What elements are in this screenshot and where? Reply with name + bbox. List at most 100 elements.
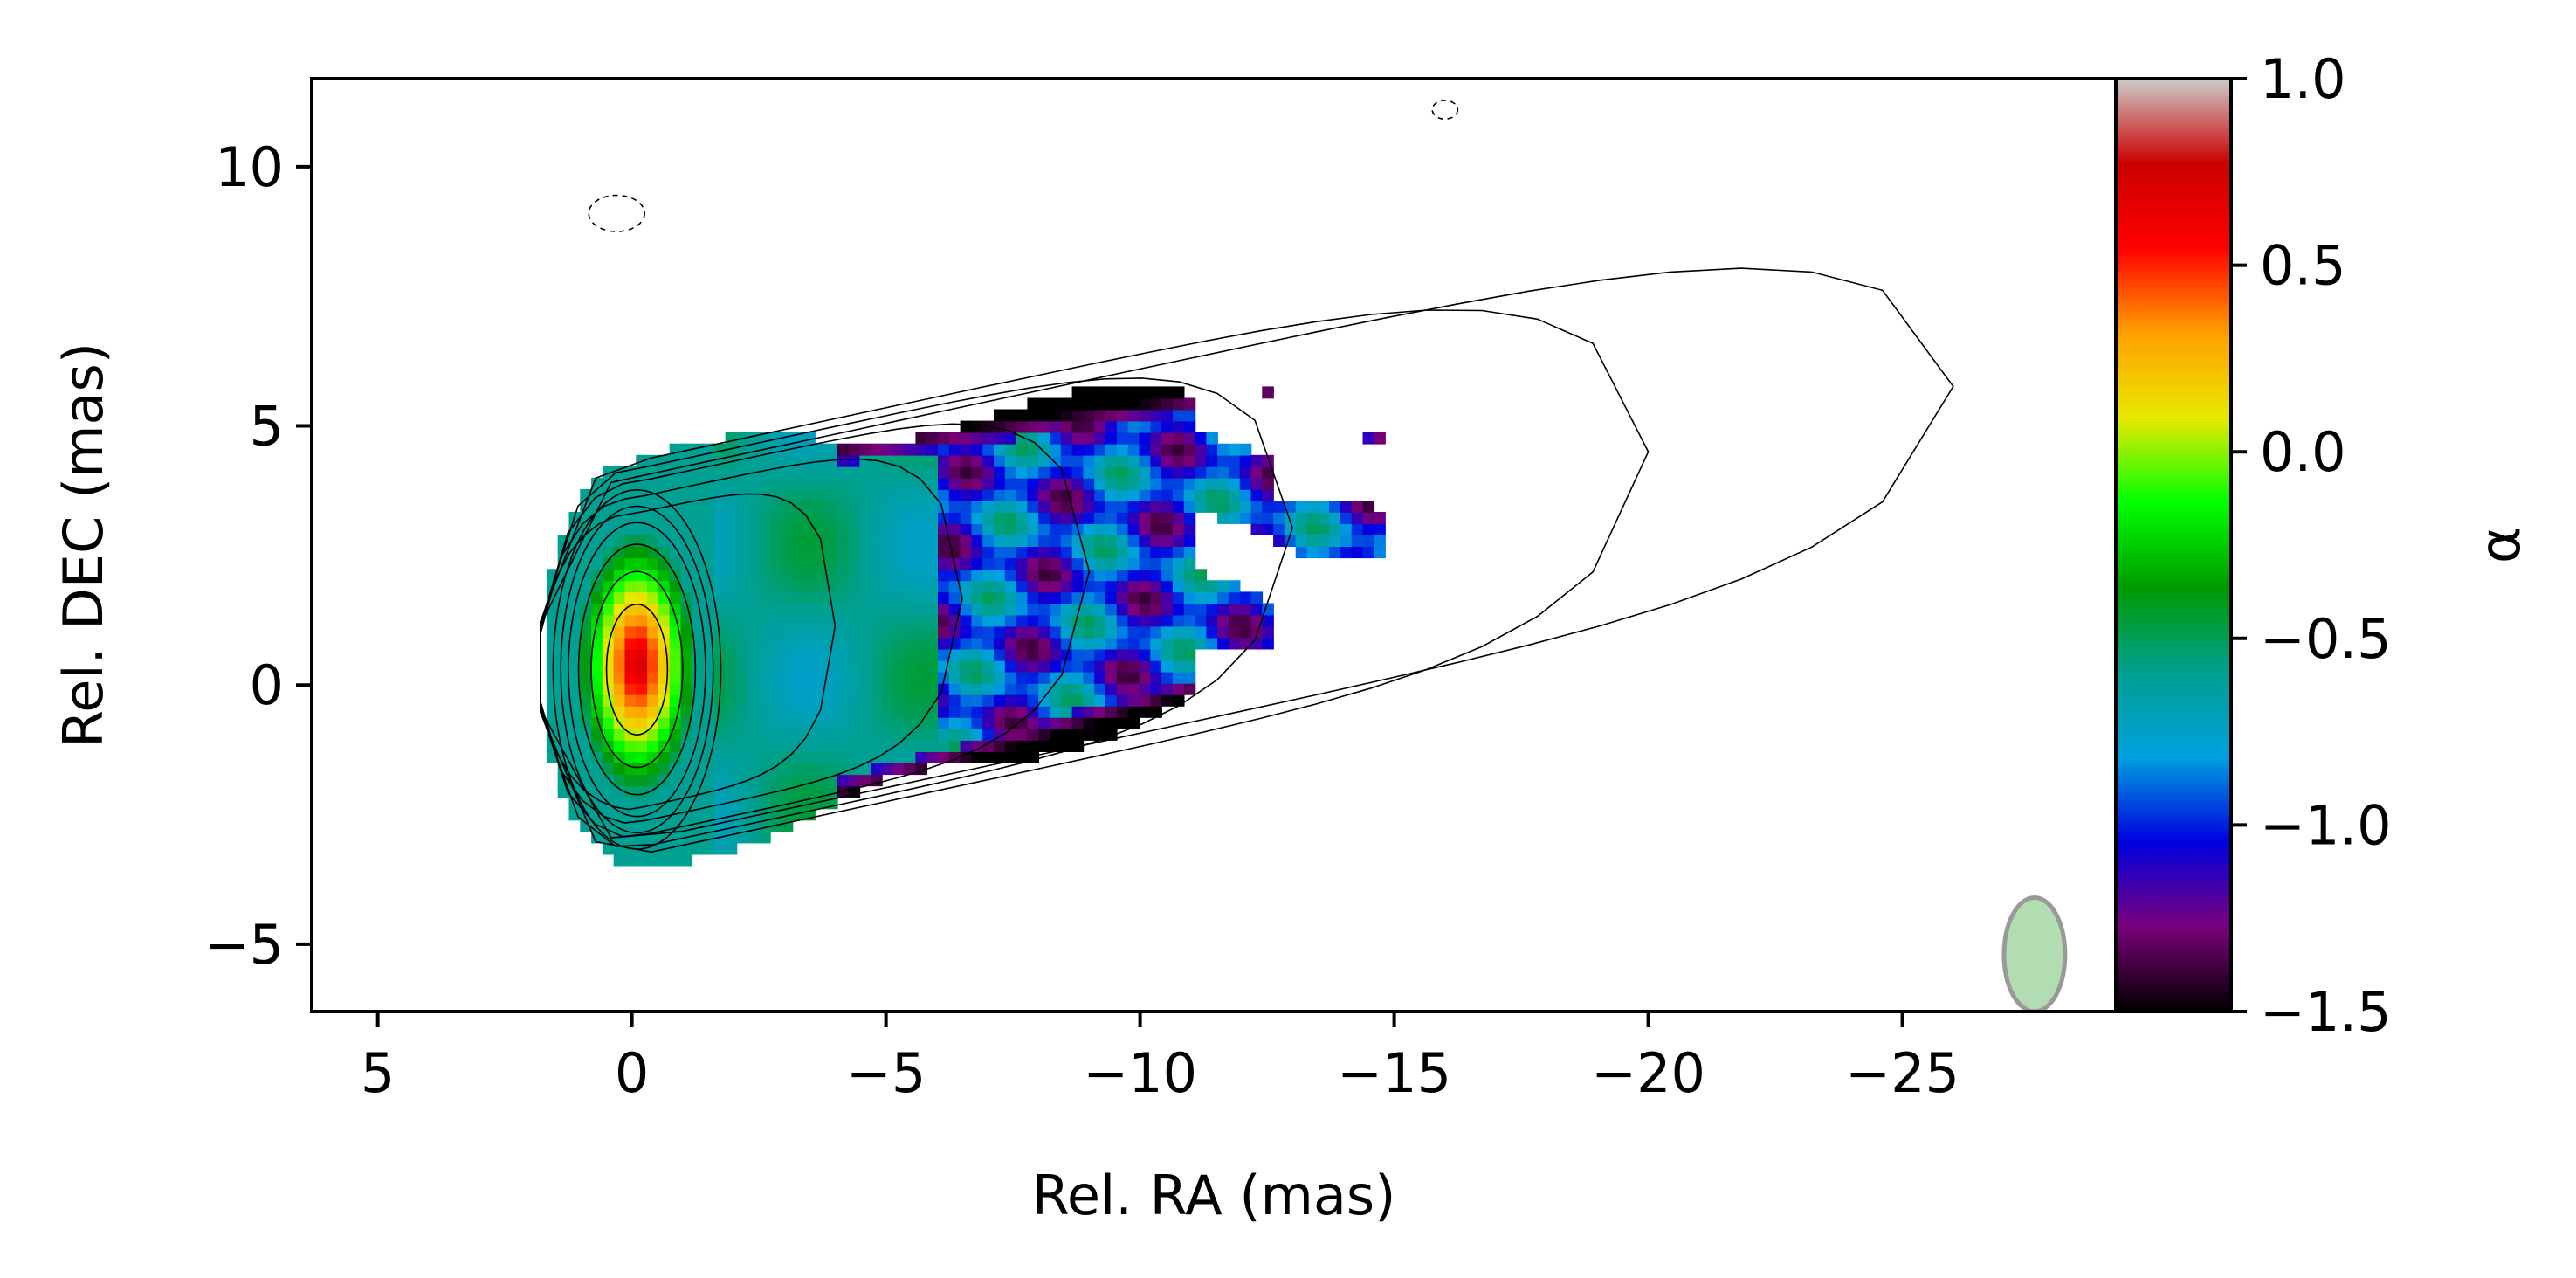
- heatmap-cell: [837, 717, 850, 729]
- heatmap-cell: [636, 660, 648, 673]
- heatmap-cell: [994, 591, 1006, 604]
- heatmap-cell: [1083, 705, 1095, 718]
- heatmap-cell: [580, 557, 592, 570]
- heatmap-cell: [1105, 466, 1118, 479]
- heatmap-cell: [1161, 603, 1174, 616]
- heatmap-cell: [703, 546, 715, 559]
- heatmap-cell: [1161, 386, 1174, 399]
- heatmap-cell: [1262, 477, 1274, 490]
- heatmap-cell: [971, 477, 983, 490]
- heatmap-cell: [1172, 614, 1185, 627]
- heatmap-cell: [960, 648, 973, 661]
- heatmap-cell: [948, 443, 961, 456]
- heatmap-cell: [1139, 512, 1152, 524]
- heatmap-cell: [948, 648, 961, 661]
- heatmap-cell: [736, 751, 749, 763]
- heatmap-cell: [904, 535, 917, 547]
- heatmap-cell: [859, 591, 871, 604]
- heatmap-cell: [703, 603, 715, 616]
- heatmap-cell: [736, 614, 749, 627]
- heatmap-cell: [1139, 409, 1152, 422]
- heatmap-cell: [736, 535, 749, 547]
- heatmap-cell: [971, 751, 983, 763]
- heatmap-cell: [994, 557, 1006, 570]
- heatmap-cell: [815, 591, 827, 604]
- heatmap-cell: [1094, 443, 1106, 456]
- heatmap-cell: [647, 580, 659, 593]
- heatmap-cell: [848, 729, 861, 741]
- heatmap-cell: [781, 637, 794, 650]
- heatmap-cell: [1094, 488, 1106, 501]
- heatmap-cell: [1071, 397, 1085, 411]
- y-tick-label: 5: [250, 395, 284, 459]
- heatmap-cell: [636, 819, 648, 832]
- heatmap-cell: [1060, 729, 1073, 741]
- heatmap-cell: [624, 717, 637, 729]
- heatmap-cell: [703, 501, 715, 513]
- heatmap-cell: [1127, 432, 1140, 445]
- heatmap-cell: [1105, 648, 1118, 661]
- heatmap-cell: [1150, 535, 1162, 547]
- heatmap-cell: [624, 625, 637, 639]
- heatmap-cell: [915, 488, 927, 501]
- heatmap-cell: [725, 774, 738, 787]
- heatmap-cell: [1083, 432, 1095, 445]
- heatmap-cell: [826, 694, 838, 707]
- heatmap-cell: [769, 501, 782, 513]
- heatmap-cell: [647, 466, 659, 479]
- heatmap-cell: [837, 466, 850, 479]
- heatmap-cell: [859, 443, 871, 456]
- heatmap-cell: [1071, 717, 1085, 729]
- heatmap-cell: [692, 443, 704, 456]
- heatmap-cell: [826, 705, 838, 718]
- heatmap-cell: [680, 637, 693, 650]
- heatmap-cell: [904, 580, 917, 593]
- heatmap-cell: [803, 785, 816, 798]
- heatmap-cell: [994, 614, 1006, 627]
- heatmap-cell: [1161, 637, 1174, 650]
- heatmap-cell: [781, 535, 794, 547]
- heatmap-cell: [792, 682, 805, 695]
- heatmap-cell: [647, 477, 659, 490]
- heatmap-cell: [680, 466, 693, 479]
- heatmap-cell: [1004, 682, 1017, 695]
- heatmap-cell: [871, 443, 883, 456]
- heatmap-cell: [826, 488, 838, 501]
- heatmap-cell: [1016, 512, 1029, 524]
- heatmap-cell: [747, 694, 760, 707]
- heatmap-cell: [826, 477, 838, 490]
- heatmap-cell: [759, 501, 771, 513]
- heatmap-cell: [859, 682, 871, 695]
- heatmap-cell: [624, 831, 637, 844]
- heatmap-cell: [904, 625, 917, 639]
- heatmap-cell: [713, 488, 727, 501]
- heatmap-cell: [713, 535, 727, 547]
- heatmap-cell: [1004, 512, 1017, 524]
- heatmap-cell: [636, 763, 648, 776]
- heatmap-cell: [680, 694, 693, 707]
- heatmap-cell: [692, 603, 704, 616]
- heatmap-cell: [815, 488, 827, 501]
- heatmap-cell: [1060, 535, 1073, 547]
- heatmap-cell: [882, 751, 894, 763]
- heatmap-cell: [1116, 648, 1129, 661]
- heatmap-cell: [613, 591, 626, 604]
- heatmap-cell: [1094, 557, 1106, 570]
- heatmap-cell: [1094, 637, 1106, 650]
- heatmap-cell: [826, 729, 838, 741]
- heatmap-cell: [1206, 443, 1218, 456]
- heatmap-cell: [557, 603, 570, 616]
- heatmap-cell: [915, 591, 927, 604]
- heatmap-cell: [736, 454, 749, 467]
- heatmap-cell: [1105, 580, 1118, 593]
- heatmap-cell: [769, 774, 782, 787]
- heatmap-cell: [994, 501, 1006, 513]
- heatmap-cell: [613, 785, 626, 798]
- heatmap-cell: [1262, 625, 1274, 639]
- heatmap-cell: [994, 443, 1006, 456]
- heatmap-cell: [1139, 648, 1152, 661]
- heatmap-cell: [915, 740, 927, 752]
- heatmap-cell: [692, 682, 704, 695]
- heatmap-cell: [1127, 694, 1140, 707]
- heatmap-cell: [826, 535, 838, 547]
